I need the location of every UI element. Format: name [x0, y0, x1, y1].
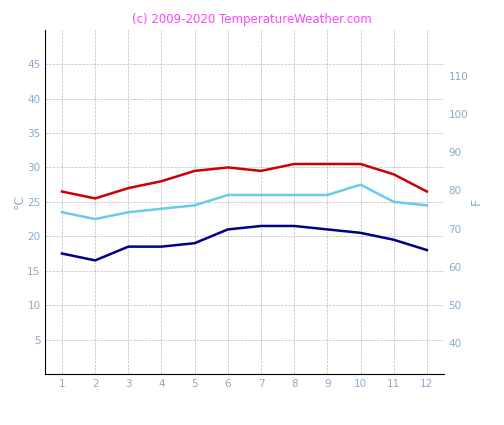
Y-axis label: °C: °C [13, 194, 26, 210]
Text: (c) 2009-2020 TemperatureWeather.com: (c) 2009-2020 TemperatureWeather.com [132, 13, 372, 26]
Y-axis label: F: F [470, 198, 482, 205]
